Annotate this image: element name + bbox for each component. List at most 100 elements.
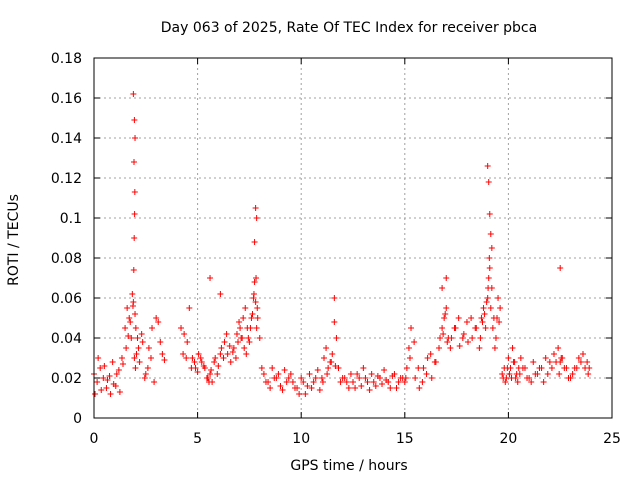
- data-point: [128, 335, 135, 341]
- y-tick-label: 0.1: [60, 211, 82, 227]
- data-point: [260, 371, 267, 377]
- data-point: [431, 359, 438, 365]
- data-point: [345, 385, 352, 391]
- data-point: [514, 379, 521, 385]
- data-point: [254, 315, 261, 321]
- data-point: [499, 371, 506, 377]
- data-point: [207, 371, 214, 377]
- data-point: [337, 379, 344, 385]
- data-point: [291, 385, 298, 391]
- data-point: [136, 359, 143, 365]
- plot-frame: [93, 57, 613, 419]
- data-point: [443, 305, 450, 311]
- data-point: [184, 339, 191, 345]
- data-point: [310, 379, 317, 385]
- data-point: [463, 319, 470, 325]
- data-point: [253, 215, 260, 221]
- data-point: [427, 351, 434, 357]
- x-tick-label: 5: [193, 431, 202, 447]
- data-point: [133, 351, 140, 357]
- y-tick-label: 0.14: [51, 131, 82, 147]
- data-point: [485, 275, 492, 281]
- data-point: [248, 315, 255, 321]
- data-point: [362, 375, 369, 381]
- data-point: [403, 365, 410, 371]
- y-tick-label: 0: [73, 411, 82, 427]
- data-point: [582, 365, 589, 371]
- data-point: [275, 371, 282, 377]
- data-point: [107, 391, 114, 397]
- data-point: [249, 311, 256, 317]
- data-point: [491, 345, 498, 351]
- data-point: [180, 351, 187, 357]
- data-point: [218, 345, 225, 351]
- data-point: [473, 325, 480, 331]
- y-tick-label: 0.08: [51, 251, 82, 267]
- data-point: [532, 371, 539, 377]
- data-point: [235, 339, 242, 345]
- data-point: [205, 379, 212, 385]
- data-point: [486, 211, 493, 217]
- data-point: [476, 345, 483, 351]
- data-point: [281, 367, 288, 373]
- y-tick-label: 0.06: [51, 291, 82, 307]
- data-point: [254, 305, 261, 311]
- data-point: [328, 359, 335, 365]
- data-point: [443, 275, 450, 281]
- data-points: [91, 91, 593, 397]
- data-point: [178, 325, 185, 331]
- data-point: [387, 385, 394, 391]
- data-point: [416, 385, 423, 391]
- data-point: [323, 345, 330, 351]
- data-point: [194, 369, 201, 375]
- data-point: [509, 345, 516, 351]
- data-point: [485, 285, 492, 291]
- data-point: [482, 325, 489, 331]
- data-point: [304, 383, 311, 389]
- y-tick-label: 0.16: [51, 91, 82, 107]
- data-point: [298, 375, 305, 381]
- data-point: [424, 355, 431, 361]
- data-point: [279, 387, 286, 393]
- data-point: [130, 159, 137, 165]
- data-point: [447, 345, 454, 351]
- data-point: [132, 325, 139, 331]
- data-point: [314, 367, 321, 373]
- data-point: [469, 335, 476, 341]
- data-point: [484, 295, 491, 301]
- data-point: [217, 291, 224, 297]
- data-point: [324, 371, 331, 377]
- data-point: [364, 379, 371, 385]
- data-point: [415, 365, 422, 371]
- data-point: [468, 315, 475, 321]
- x-tick-label: 15: [396, 431, 414, 447]
- data-point: [300, 379, 307, 385]
- data-point: [250, 291, 257, 297]
- data-point: [243, 351, 250, 357]
- data-point: [104, 377, 111, 383]
- data-point: [486, 265, 493, 271]
- data-point: [138, 331, 145, 337]
- data-point: [116, 389, 123, 395]
- data-point: [142, 371, 149, 377]
- data-point: [565, 375, 572, 381]
- data-point: [480, 305, 487, 311]
- data-point: [220, 355, 227, 361]
- data-point: [408, 325, 415, 331]
- data-point: [269, 365, 276, 371]
- data-point: [236, 319, 243, 325]
- data-point: [335, 365, 342, 371]
- data-point: [132, 365, 139, 371]
- data-point: [271, 375, 278, 381]
- chart-title: Day 063 of 2025, Rate Of TEC Index for r…: [161, 20, 537, 36]
- gridlines: [94, 58, 612, 418]
- data-point: [516, 371, 523, 377]
- data-point: [97, 365, 104, 371]
- data-point: [374, 373, 381, 379]
- data-point: [412, 375, 419, 381]
- data-point: [109, 359, 116, 365]
- data-point: [441, 315, 448, 321]
- data-point: [207, 275, 214, 281]
- data-point: [135, 345, 142, 351]
